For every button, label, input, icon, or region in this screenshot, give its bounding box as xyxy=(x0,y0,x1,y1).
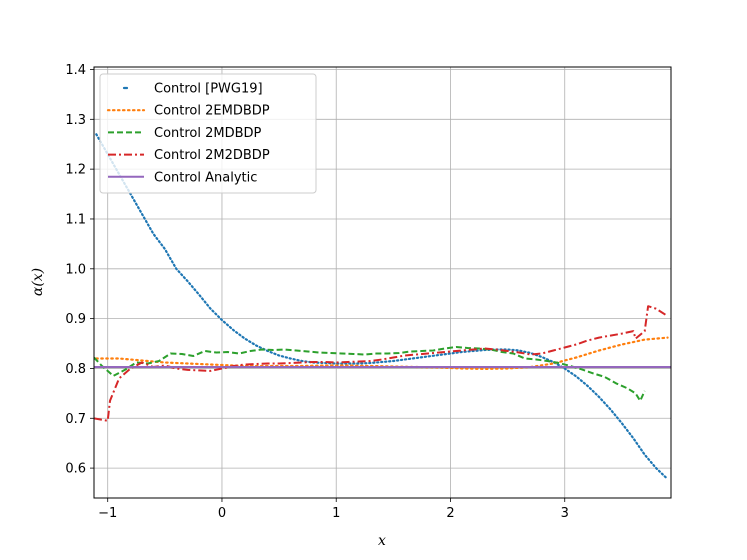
legend-label: Control 2EMDBDP xyxy=(154,104,270,119)
legend-label: Control Analytic xyxy=(154,170,257,185)
y-tick-label: 1.4 xyxy=(65,63,86,78)
legend-box xyxy=(99,73,317,194)
series-control-2mdbdp xyxy=(94,346,646,402)
plot-frame xyxy=(93,66,672,499)
x-tick-label: 2 xyxy=(446,506,454,521)
y-axis: 0.6 0.7 0.8 0.9 1.0 1.1 1.2 1.3 1.4 xyxy=(65,63,94,477)
x-tick-label: 1 xyxy=(332,506,340,521)
series-control-2m2dbdp xyxy=(94,305,669,422)
x-tick-label: 0 xyxy=(218,506,226,521)
legend: Control [PWG19] Control 2EMDBDP Control 2M… xyxy=(99,73,317,194)
y-tick-label: 1.1 xyxy=(65,212,86,227)
y-tick-label: 1.2 xyxy=(65,163,86,178)
y-tick-label: 0.9 xyxy=(65,312,86,327)
y-tick-label: 1.0 xyxy=(65,262,86,277)
y-tick-label: 1.3 xyxy=(65,113,86,128)
series-control-pwg19 xyxy=(95,133,669,481)
x-axis: −1 0 1 2 3 xyxy=(98,498,569,521)
y-tick-label: 0.7 xyxy=(65,412,86,427)
plot-series xyxy=(94,133,671,481)
x-tick-label: −1 xyxy=(98,506,117,521)
x-tick-label: 3 xyxy=(561,506,569,521)
legend-label: Control 2M2DBDP xyxy=(154,148,270,163)
y-tick-label: 0.6 xyxy=(65,462,86,477)
legend-label: Control 2MDBDP xyxy=(154,126,262,141)
y-axis-label: α(x) xyxy=(30,268,46,296)
legend-label: Control [PWG19] xyxy=(154,82,263,97)
y-tick-label: 0.8 xyxy=(65,362,86,377)
x-axis-label: x xyxy=(378,533,386,549)
